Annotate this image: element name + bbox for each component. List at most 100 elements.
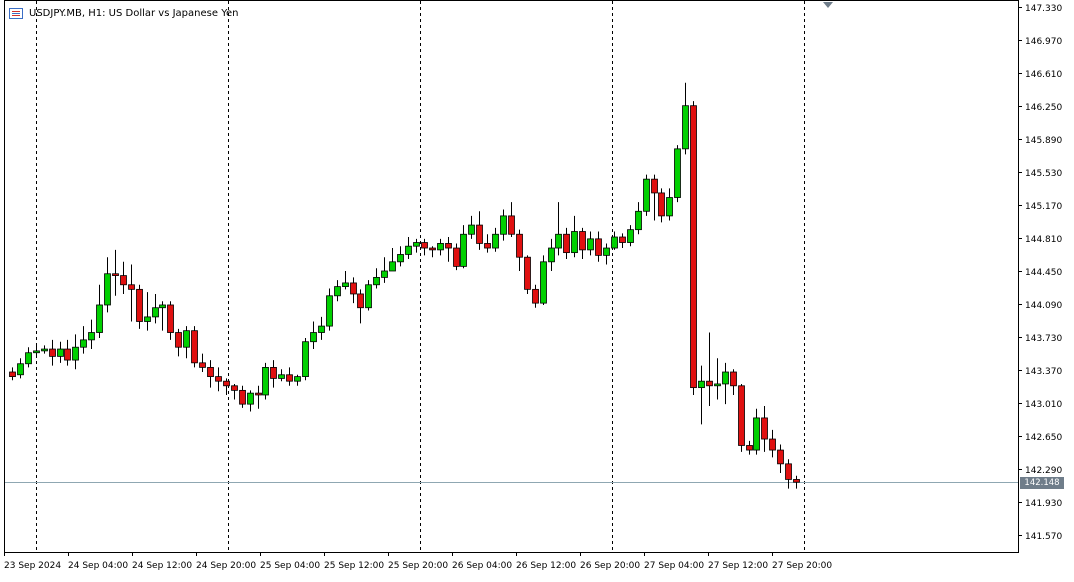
candle xyxy=(666,188,673,221)
current-price-label: 142.148 xyxy=(1020,476,1064,489)
bear-candle-body xyxy=(508,215,515,235)
candle xyxy=(41,345,48,354)
bull-candle-body xyxy=(302,341,309,377)
y-tick-label: 145.890 xyxy=(1025,136,1062,146)
bull-candle-body xyxy=(80,339,87,348)
candle xyxy=(72,334,79,370)
x-tick-label: 25 Sep 20:00 xyxy=(388,561,448,571)
bear-candle-body xyxy=(484,243,491,249)
bear-candle-body xyxy=(658,192,665,217)
candle xyxy=(25,347,32,368)
candle xyxy=(397,246,404,267)
bull-candle-body xyxy=(460,233,467,267)
y-tick-label: 142.650 xyxy=(1025,433,1062,443)
candle xyxy=(690,101,697,395)
bear-candle-body xyxy=(175,332,182,348)
y-tick-label: 144.810 xyxy=(1025,235,1062,245)
bull-candle-body xyxy=(41,348,48,352)
bear-candle-body xyxy=(785,463,792,480)
bull-candle-body xyxy=(587,238,594,251)
candle xyxy=(33,343,40,357)
bull-candle-body xyxy=(72,346,79,361)
candle xyxy=(658,188,665,223)
candle xyxy=(595,231,602,262)
candle xyxy=(326,288,333,331)
candle xyxy=(96,284,103,339)
bear-candle-body xyxy=(746,445,753,451)
chart-window-icon xyxy=(9,7,23,19)
bear-candle-body xyxy=(761,417,768,440)
x-tick-label: 24 Sep 12:00 xyxy=(132,561,192,571)
candle xyxy=(555,202,562,256)
candle xyxy=(643,174,650,216)
candle xyxy=(255,385,262,409)
x-tick-label: 26 Sep 20:00 xyxy=(580,561,640,571)
candle xyxy=(603,243,610,265)
bear-candle-body xyxy=(207,367,214,377)
x-tick-label: 26 Sep 04:00 xyxy=(452,561,512,571)
candle xyxy=(49,339,56,366)
candle xyxy=(262,362,269,400)
x-tick-label: 25 Sep 12:00 xyxy=(324,561,384,571)
candle xyxy=(453,243,460,271)
bull-candle-body xyxy=(635,210,642,231)
bull-candle-body xyxy=(674,148,681,198)
bull-candle-body xyxy=(17,363,24,376)
bear-candle-body xyxy=(112,273,119,276)
candle xyxy=(682,82,689,155)
bear-candle-body xyxy=(49,348,56,357)
bull-candle-body xyxy=(492,233,499,249)
candle xyxy=(753,408,760,455)
chart-header: USDJPY.MB, H1: US Dollar vs Japanese Yen xyxy=(9,5,238,21)
bull-candle-body xyxy=(33,350,40,354)
bull-candle-body xyxy=(603,247,610,256)
bull-candle-body xyxy=(57,348,64,357)
bear-candle-body xyxy=(453,247,460,267)
bear-candle-body xyxy=(690,105,697,389)
x-tick-label: 26 Sep 12:00 xyxy=(516,561,576,571)
candle xyxy=(286,367,293,386)
candle xyxy=(342,270,349,290)
bull-candle-body xyxy=(294,376,301,382)
y-tick-label: 146.970 xyxy=(1025,37,1062,47)
candle xyxy=(508,202,515,238)
y-tick-label: 147.330 xyxy=(1025,4,1062,14)
bull-candle-body xyxy=(365,284,372,309)
candle xyxy=(294,374,301,386)
bear-candle-body xyxy=(136,288,143,322)
candle xyxy=(738,383,745,452)
bull-candle-body xyxy=(666,197,673,217)
bear-candle-body xyxy=(64,348,71,361)
candle xyxy=(199,353,206,373)
candle xyxy=(722,362,729,405)
candle xyxy=(167,301,174,340)
bull-candle-body xyxy=(159,304,166,309)
candle xyxy=(120,261,127,294)
bear-candle-body xyxy=(563,233,570,254)
candle xyxy=(64,339,71,366)
bull-candle-body xyxy=(722,371,729,385)
bear-candle-body xyxy=(270,367,277,379)
candle xyxy=(706,332,713,406)
bear-candle-body xyxy=(199,362,206,368)
bull-candle-body xyxy=(643,178,650,212)
x-tick-label: 23 Sep 2024 xyxy=(4,561,61,571)
bear-candle-body xyxy=(595,238,602,256)
candle xyxy=(9,367,16,381)
bull-candle-body xyxy=(611,236,618,249)
candle xyxy=(587,231,594,256)
chart-shift-marker[interactable] xyxy=(823,2,833,8)
bear-candle-body xyxy=(777,449,784,465)
bull-candle-body xyxy=(183,330,190,348)
bull-candle-body xyxy=(310,332,317,343)
candle xyxy=(785,459,792,489)
bear-candle-body xyxy=(357,293,364,309)
candle xyxy=(413,238,420,253)
candle xyxy=(421,238,428,256)
bear-candle-body xyxy=(706,380,713,387)
bear-candle-body xyxy=(167,304,174,333)
y-tick-label: 141.570 xyxy=(1025,532,1062,542)
bull-candle-body xyxy=(247,392,254,405)
